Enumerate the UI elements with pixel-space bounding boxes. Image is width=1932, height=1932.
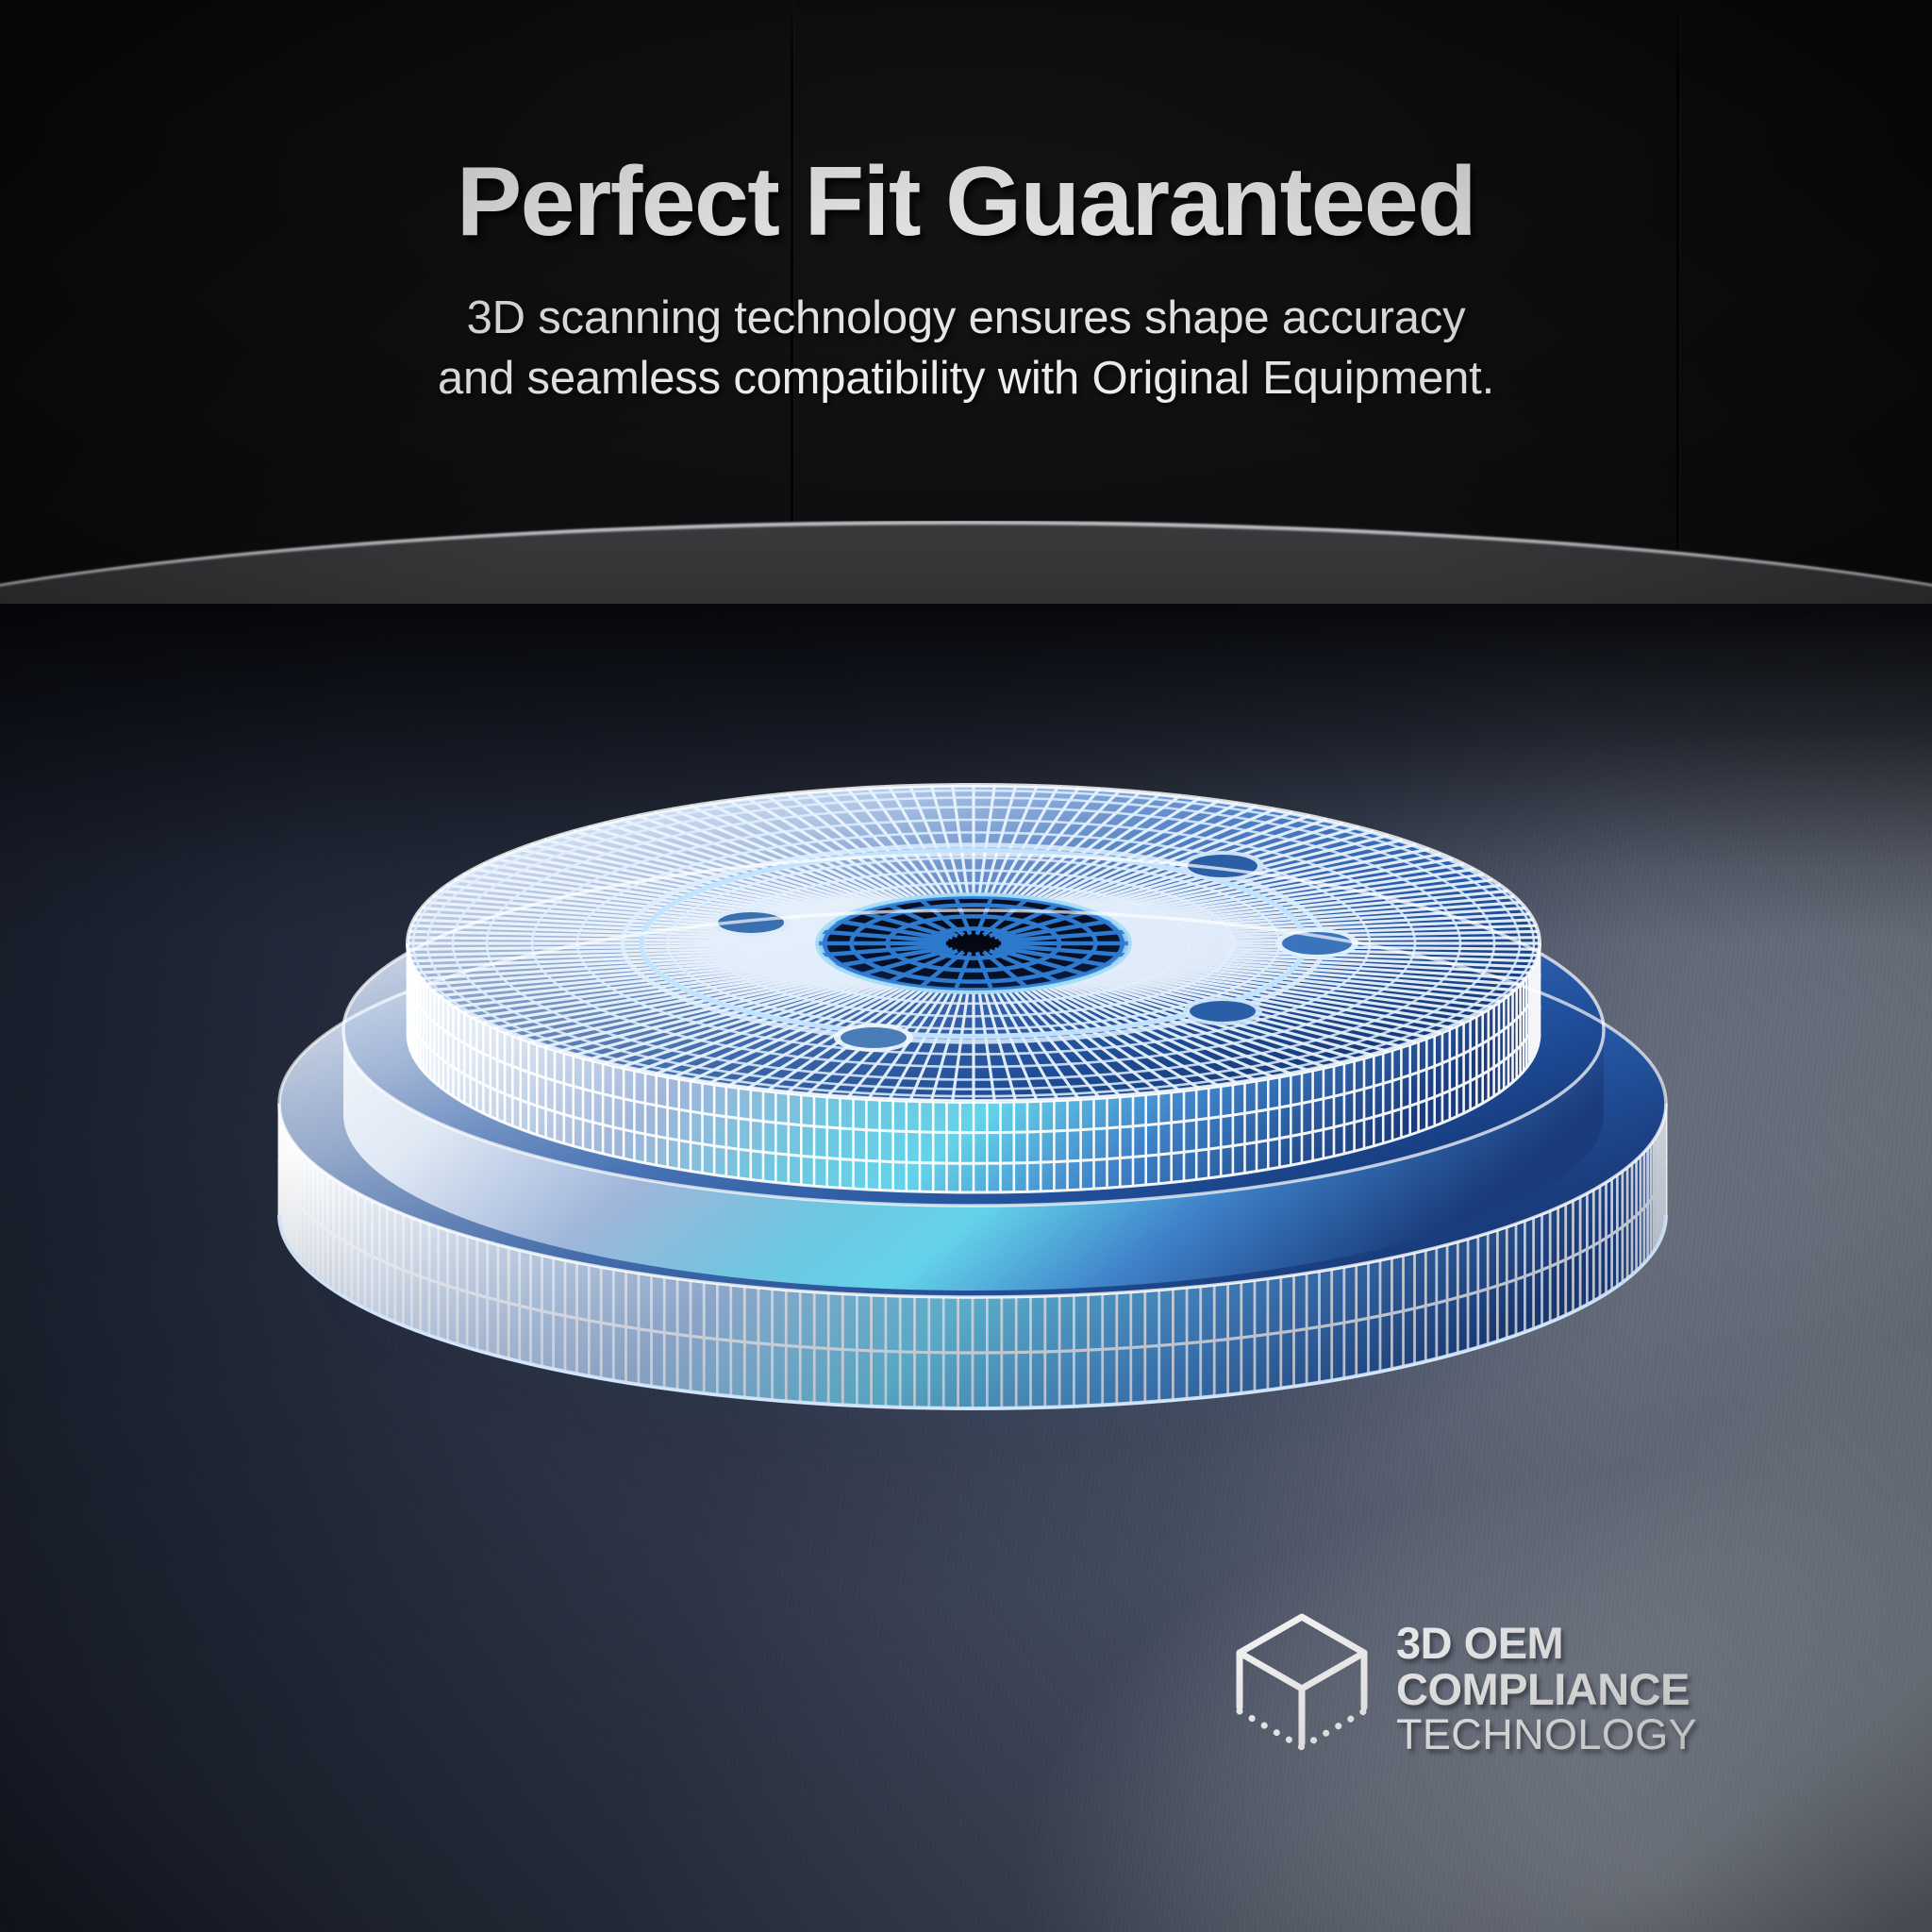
badge-line-3: TECHNOLOGY (1396, 1710, 1698, 1759)
compliance-badge: 3D OEM COMPLIANCE TECHNOLOGY (1232, 1609, 1697, 1770)
lug-hole (834, 1024, 913, 1052)
subtitle-line-2: and seamless compatibility with Original… (437, 352, 1495, 404)
isometric-wireframe-cube-icon (1232, 1609, 1372, 1770)
subtitle-line-1: 3D scanning technology ensures shape acc… (466, 292, 1466, 343)
badge-line-1: 3D OEM (1396, 1618, 1564, 1669)
copy-block: Perfect Fit Guaranteed 3D scanning techn… (0, 0, 1932, 408)
badge-line-2: COMPLIANCE (1396, 1663, 1690, 1714)
lug-hole (1183, 997, 1262, 1025)
page-title: Perfect Fit Guaranteed (456, 147, 1477, 257)
brake-drum-3d-scan (223, 660, 1723, 1453)
badge-text: 3D OEM COMPLIANCE TECHNOLOGY (1396, 1618, 1698, 1759)
drum-bore-mesh (223, 660, 1723, 1453)
subtitle: 3D scanning technology ensures shape acc… (0, 251, 1932, 408)
